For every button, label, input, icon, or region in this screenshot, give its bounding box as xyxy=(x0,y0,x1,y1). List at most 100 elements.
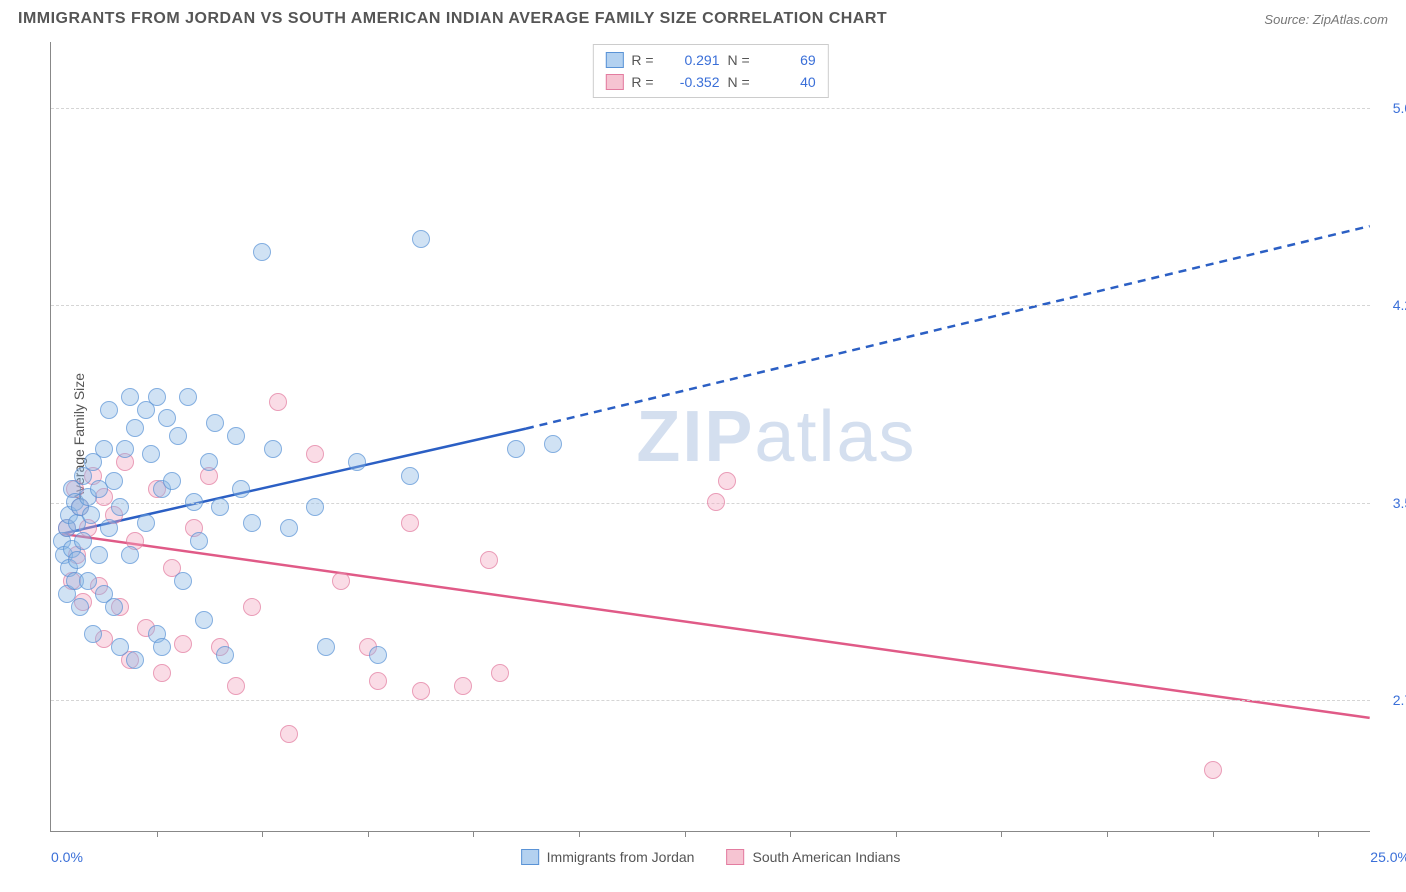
data-point xyxy=(195,611,213,629)
data-point xyxy=(369,646,387,664)
data-point xyxy=(211,498,229,516)
chart-title: IMMIGRANTS FROM JORDAN VS SOUTH AMERICAN… xyxy=(18,10,887,28)
legend-label-pink: South American Indians xyxy=(752,849,900,865)
data-point xyxy=(480,551,498,569)
swatch-blue xyxy=(521,849,539,865)
data-point xyxy=(126,419,144,437)
x-tick xyxy=(473,831,474,837)
data-point xyxy=(264,440,282,458)
data-point xyxy=(348,453,366,471)
y-tick-label: 5.00 xyxy=(1375,100,1406,116)
data-point xyxy=(707,493,725,511)
data-point xyxy=(111,498,129,516)
data-point xyxy=(544,435,562,453)
x-tick xyxy=(1001,831,1002,837)
data-point xyxy=(82,506,100,524)
data-point xyxy=(190,532,208,550)
x-tick xyxy=(579,831,580,837)
data-point xyxy=(179,388,197,406)
watermark-light: atlas xyxy=(754,397,916,477)
data-point xyxy=(253,243,271,261)
correlation-legend: R = 0.291 N = 69 R = -0.352 N = 40 xyxy=(592,44,828,98)
legend-item-blue: Immigrants from Jordan xyxy=(521,849,695,865)
scatter-chart: ZIPatlas Average Family Size R = 0.291 N… xyxy=(50,42,1370,832)
x-tick xyxy=(896,831,897,837)
data-point xyxy=(100,401,118,419)
r-value-blue: 0.291 xyxy=(662,49,720,71)
data-point xyxy=(105,472,123,490)
x-tick xyxy=(368,831,369,837)
data-point xyxy=(412,682,430,700)
data-point xyxy=(243,598,261,616)
source-attribution: Source: ZipAtlas.com xyxy=(1264,12,1388,27)
data-point xyxy=(79,572,97,590)
n-label: N = xyxy=(728,71,750,93)
legend-row-blue: R = 0.291 N = 69 xyxy=(605,49,815,71)
swatch-blue xyxy=(605,52,623,68)
data-point xyxy=(206,414,224,432)
data-point xyxy=(243,514,261,532)
x-tick xyxy=(157,831,158,837)
data-point xyxy=(148,388,166,406)
data-point xyxy=(163,472,181,490)
gridline xyxy=(51,305,1370,306)
chart-header: IMMIGRANTS FROM JORDAN VS SOUTH AMERICAN… xyxy=(0,0,1406,36)
source-name: ZipAtlas.com xyxy=(1313,12,1388,27)
gridline xyxy=(51,700,1370,701)
data-point xyxy=(185,493,203,511)
data-point xyxy=(137,514,155,532)
data-point xyxy=(332,572,350,590)
data-point xyxy=(401,467,419,485)
data-point xyxy=(158,409,176,427)
data-point xyxy=(216,646,234,664)
data-point xyxy=(121,388,139,406)
data-point xyxy=(74,532,92,550)
x-tick xyxy=(1318,831,1319,837)
swatch-pink xyxy=(605,74,623,90)
n-value-blue: 69 xyxy=(758,49,816,71)
n-value-pink: 40 xyxy=(758,71,816,93)
data-point xyxy=(84,625,102,643)
data-point xyxy=(121,546,139,564)
data-point xyxy=(491,664,509,682)
x-tick xyxy=(685,831,686,837)
data-point xyxy=(105,598,123,616)
x-axis-max-label: 25.0% xyxy=(1370,849,1406,865)
data-point xyxy=(317,638,335,656)
data-point xyxy=(153,638,171,656)
x-tick xyxy=(790,831,791,837)
y-tick-label: 3.50 xyxy=(1375,495,1406,511)
data-point xyxy=(153,664,171,682)
legend-label-blue: Immigrants from Jordan xyxy=(547,849,695,865)
data-point xyxy=(232,480,250,498)
data-point xyxy=(306,445,324,463)
watermark: ZIPatlas xyxy=(636,396,916,478)
data-point xyxy=(718,472,736,490)
x-axis-min-label: 0.0% xyxy=(51,849,83,865)
series-legend: Immigrants from Jordan South American In… xyxy=(521,849,901,865)
data-point xyxy=(142,445,160,463)
r-value-pink: -0.352 xyxy=(662,71,720,93)
data-point xyxy=(306,498,324,516)
x-tick xyxy=(262,831,263,837)
data-point xyxy=(169,427,187,445)
data-point xyxy=(90,546,108,564)
data-point xyxy=(507,440,525,458)
data-point xyxy=(71,598,89,616)
data-point xyxy=(227,427,245,445)
data-point xyxy=(174,572,192,590)
data-point xyxy=(200,453,218,471)
data-point xyxy=(1204,761,1222,779)
data-point xyxy=(454,677,472,695)
data-point xyxy=(280,519,298,537)
data-point xyxy=(280,725,298,743)
watermark-bold: ZIP xyxy=(636,397,754,477)
y-tick-label: 2.75 xyxy=(1375,692,1406,708)
data-point xyxy=(68,551,86,569)
r-label: R = xyxy=(631,49,653,71)
legend-row-pink: R = -0.352 N = 40 xyxy=(605,71,815,93)
data-point xyxy=(100,519,118,537)
n-label: N = xyxy=(728,49,750,71)
swatch-pink xyxy=(726,849,744,865)
data-point xyxy=(227,677,245,695)
